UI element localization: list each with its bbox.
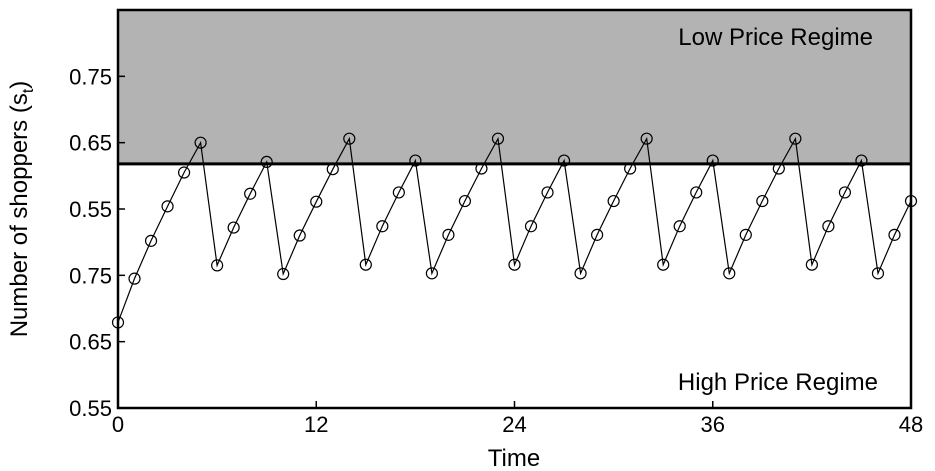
x-axis-ticks: 0 12 24 36 48 (112, 401, 923, 437)
low-price-region-label: Low Price Regime (678, 24, 873, 51)
y-tick-label: 0.55 (69, 197, 112, 222)
data-point (442, 228, 455, 241)
data-point (657, 258, 670, 271)
x-tick-label: 36 (701, 412, 725, 437)
y-axis-title: Number of shoppers (st) (6, 81, 37, 338)
data-point (392, 186, 405, 199)
data-point (673, 220, 686, 233)
data-point (293, 229, 306, 242)
data-point (739, 228, 752, 241)
data-point (475, 162, 488, 175)
low-price-region (118, 10, 911, 164)
data-point (194, 136, 207, 149)
data-point (855, 154, 868, 167)
data-point (161, 200, 174, 213)
data-point (491, 132, 505, 145)
y-axis-title-subscript: t (20, 88, 37, 93)
data-point (508, 258, 521, 271)
svg-text:Number of shoppers (st): Number of shoppers (st) (6, 81, 37, 338)
data-point (376, 220, 389, 233)
data-point (211, 259, 224, 272)
y-axis-title-main: Number of shoppers (s (6, 93, 33, 337)
data-point (277, 267, 290, 281)
x-tick-label: 0 (112, 412, 124, 437)
data-point (723, 267, 736, 280)
y-tick-label: 0.65 (69, 131, 112, 156)
y-tick-label: 0.75 (69, 263, 112, 288)
x-tick-label: 48 (899, 412, 923, 437)
data-point (524, 220, 538, 233)
data-point (260, 155, 273, 169)
data-point (871, 267, 885, 280)
data-point (838, 186, 852, 199)
y-tick-label: 0.75 (69, 64, 112, 89)
series-group (111, 132, 918, 329)
data-point (144, 234, 158, 247)
data-point (310, 195, 323, 208)
data-point (772, 162, 785, 175)
data-point (557, 154, 571, 167)
data-point (690, 186, 703, 199)
y-tick-label: 0.65 (69, 330, 112, 355)
data-point (458, 194, 472, 208)
data-point (574, 267, 587, 280)
data-point (326, 163, 339, 176)
data-point (805, 258, 818, 271)
y-axis-title-close: ) (6, 81, 33, 89)
data-point (756, 194, 769, 208)
data-point (359, 258, 372, 271)
data-point (541, 186, 554, 199)
data-point (624, 162, 637, 175)
data-point (789, 132, 802, 145)
data-point (888, 228, 901, 241)
plot-frame (116, 8, 913, 410)
data-point (227, 221, 240, 234)
data-point (128, 272, 141, 285)
data-point (343, 132, 356, 145)
data-point (706, 154, 719, 167)
data-point (425, 267, 438, 280)
x-tick-label: 24 (502, 412, 526, 437)
data-point (607, 194, 620, 208)
high-price-region-label: High Price Regime (678, 369, 878, 396)
data-point (591, 228, 604, 241)
x-axis-title: Time (488, 445, 540, 471)
data-point (409, 154, 422, 167)
x-tick-label: 12 (304, 412, 328, 437)
series-line (117, 136, 912, 323)
y-tick-label: 0.55 (69, 396, 112, 421)
data-point (177, 166, 191, 179)
data-point (640, 132, 653, 145)
y-axis-ticks: 0.55 0.65 0.75 0.55 0.65 0.75 (69, 64, 125, 421)
data-point (244, 187, 257, 200)
data-point (822, 220, 835, 233)
